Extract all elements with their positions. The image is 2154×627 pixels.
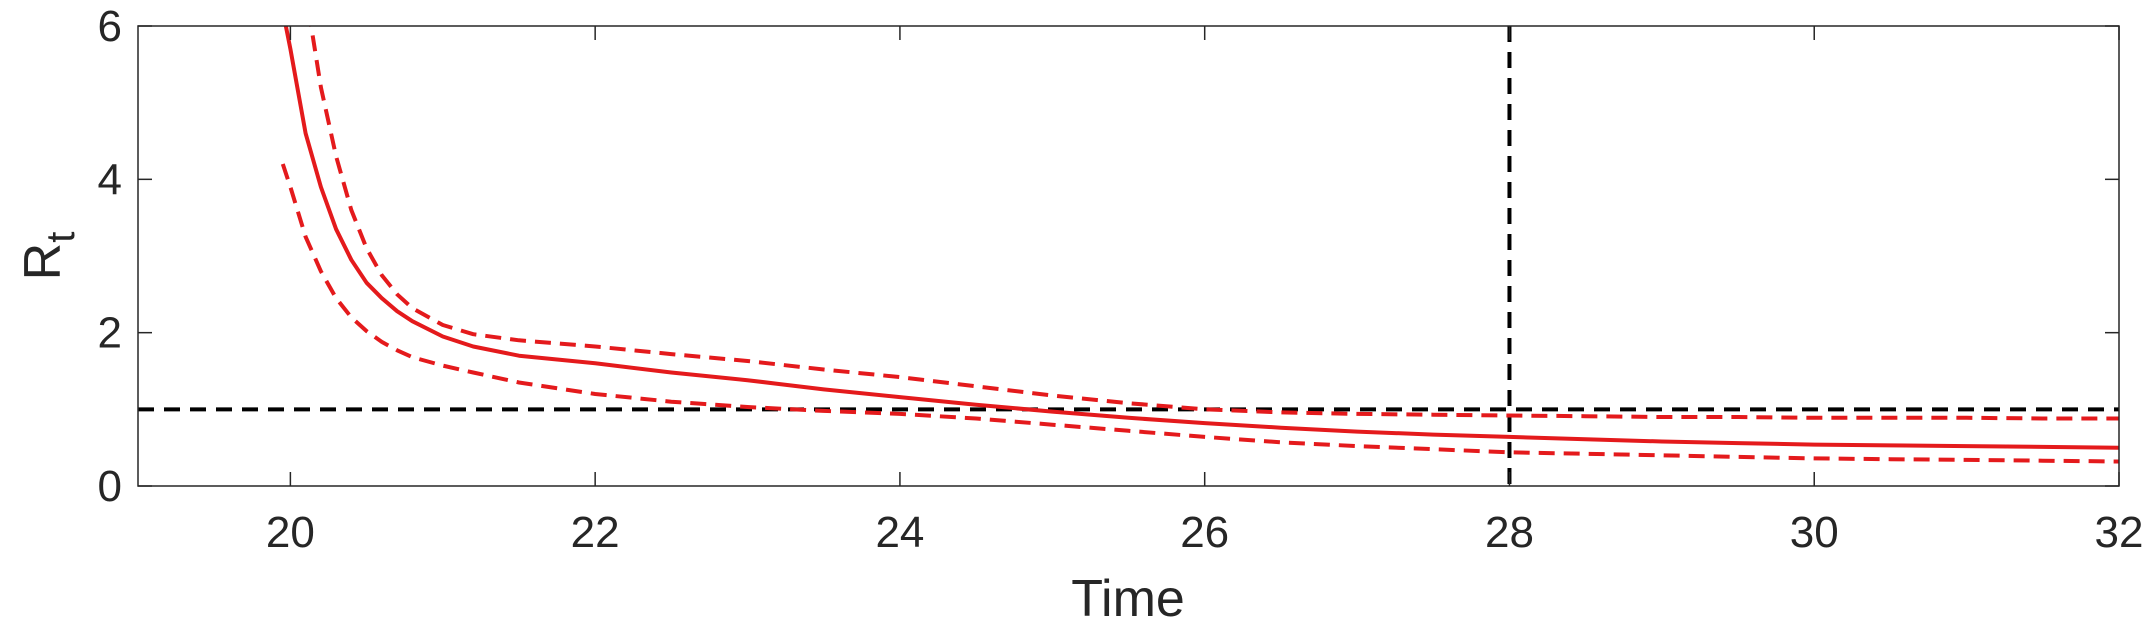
x-axis-label: Time [1071,570,1185,627]
series-line-lower-bound [280,163,2119,464]
y-axis-label-subscript: t [39,232,83,243]
axes-box [137,25,2120,487]
series-line-estimate [283,26,2119,450]
y-tick-label: 0 [98,462,122,511]
y-tick-label: 2 [98,309,122,358]
y-axis-label: Rt [14,232,83,281]
series-line-upper-bound [309,26,2119,421]
reference-lines [138,26,2119,486]
y-tick-label: 6 [98,2,122,51]
x-tick-label: 30 [1790,508,1839,557]
y-axis-label-main: R [14,243,72,281]
y-tick-label: 4 [98,155,122,204]
series-lines [280,26,2119,464]
x-tick-label: 26 [1180,508,1229,557]
x-tick-label: 22 [571,508,620,557]
x-tick-label: 28 [1485,508,1534,557]
x-tick-label: 32 [2095,508,2144,557]
x-tick-label: 24 [875,508,924,557]
x-tick-label: 20 [266,508,315,557]
